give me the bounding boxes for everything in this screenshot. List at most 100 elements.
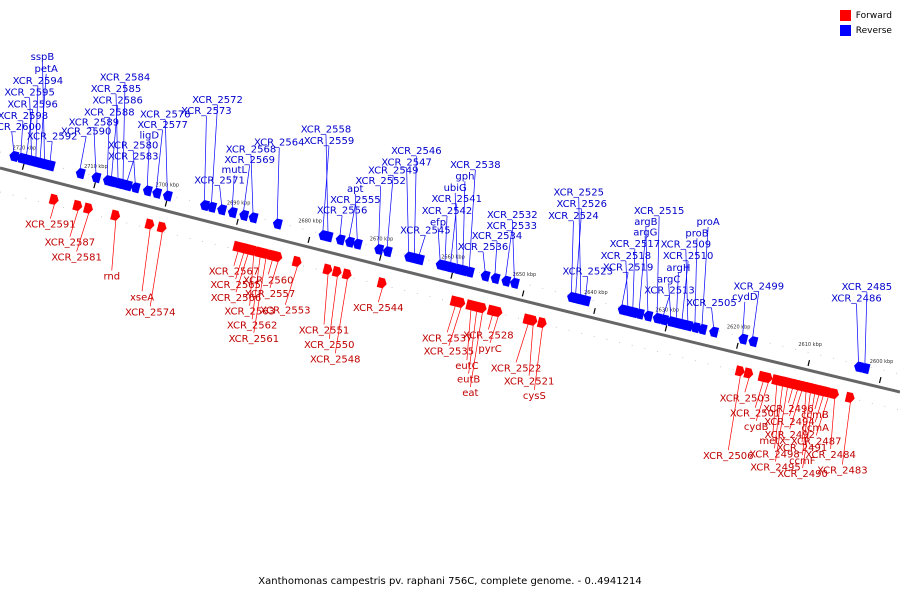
- reverse-gene-label[interactable]: XCR_2580: [108, 140, 159, 151]
- forward-gene-label[interactable]: XCR_2561: [229, 334, 280, 345]
- reverse-gene-arrow[interactable]: [697, 323, 708, 335]
- reverse-gene-arrow[interactable]: [860, 363, 871, 375]
- forward-gene-label[interactable]: eat: [462, 388, 478, 399]
- reverse-gene-arrow[interactable]: [709, 326, 720, 338]
- reverse-gene-label[interactable]: XCR_2518: [601, 251, 652, 262]
- reverse-gene-label[interactable]: argB: [634, 217, 657, 228]
- forward-gene-arrow[interactable]: [734, 365, 745, 377]
- forward-gene-arrow[interactable]: [341, 268, 352, 280]
- forward-gene-arrow[interactable]: [83, 202, 93, 214]
- reverse-gene-arrow[interactable]: [200, 199, 211, 212]
- forward-gene-label[interactable]: XCR_2503: [720, 393, 771, 404]
- forward-gene-label[interactable]: XCR_2565: [210, 280, 261, 291]
- reverse-gene-arrow[interactable]: [345, 236, 355, 248]
- reverse-gene-arrow[interactable]: [45, 160, 56, 172]
- reverse-gene-label[interactable]: XCR_2536: [458, 242, 509, 253]
- reverse-gene-label[interactable]: XCR_2588: [84, 107, 135, 118]
- reverse-gene-label[interactable]: argH: [666, 263, 690, 274]
- forward-gene-label[interactable]: XCR_2548: [310, 354, 361, 365]
- reverse-gene-arrow[interactable]: [634, 308, 645, 320]
- reverse-gene-label[interactable]: petA: [35, 64, 58, 75]
- forward-gene-label[interactable]: XCR_2557: [245, 289, 296, 300]
- forward-gene-label[interactable]: XCR_2501: [730, 409, 781, 420]
- reverse-gene-label[interactable]: XCR_2524: [548, 211, 599, 222]
- reverse-gene-label[interactable]: XCR_2532: [487, 210, 538, 221]
- reverse-gene-label[interactable]: XCR_2576: [140, 110, 191, 121]
- forward-gene-label[interactable]: XCR_2483: [817, 466, 868, 477]
- reverse-gene-arrow[interactable]: [335, 234, 346, 246]
- reverse-gene-arrow[interactable]: [501, 275, 512, 287]
- forward-gene-label[interactable]: rnd: [103, 271, 120, 282]
- reverse-gene-label[interactable]: XCR_2517: [610, 239, 661, 250]
- forward-gene-label[interactable]: XCR_2553: [260, 306, 311, 317]
- reverse-gene-label[interactable]: argC: [657, 274, 680, 285]
- reverse-gene-label[interactable]: XCR_2515: [634, 206, 685, 217]
- forward-gene-label[interactable]: XCR_2496: [763, 404, 814, 415]
- forward-gene-label[interactable]: xseA: [130, 292, 154, 303]
- reverse-gene-arrow[interactable]: [142, 185, 153, 197]
- reverse-gene-label[interactable]: XCR_2485: [842, 282, 893, 293]
- reverse-gene-label[interactable]: mutL: [221, 165, 247, 176]
- reverse-gene-arrow[interactable]: [738, 333, 749, 345]
- reverse-gene-arrow[interactable]: [272, 218, 283, 230]
- reverse-gene-label[interactable]: XCR_2598: [0, 111, 48, 122]
- forward-gene-label[interactable]: eutC: [455, 361, 478, 372]
- reverse-gene-arrow[interactable]: [659, 314, 670, 326]
- reverse-gene-label[interactable]: XCR_2541: [432, 194, 483, 205]
- forward-gene-label[interactable]: XCR_2562: [227, 320, 278, 331]
- reverse-gene-label[interactable]: XCR_2534: [472, 231, 523, 242]
- reverse-gene-label[interactable]: XCR_2533: [486, 221, 537, 232]
- forward-gene-label[interactable]: cysS: [523, 391, 546, 402]
- reverse-gene-arrow[interactable]: [374, 243, 385, 256]
- reverse-gene-label[interactable]: XCR_2568: [226, 145, 277, 156]
- forward-gene-arrow[interactable]: [476, 302, 487, 314]
- reverse-gene-arrow[interactable]: [152, 187, 163, 199]
- reverse-gene-label[interactable]: XCR_2523: [562, 267, 613, 278]
- reverse-gene-label[interactable]: XCR_2559: [304, 136, 355, 147]
- reverse-gene-label[interactable]: XCR_2592: [27, 132, 78, 143]
- forward-gene-arrow[interactable]: [844, 391, 855, 403]
- forward-gene-label[interactable]: XCR_2484: [805, 450, 856, 461]
- reverse-gene-label[interactable]: XCR_2499: [734, 281, 785, 292]
- forward-gene-label[interactable]: XCR_2521: [504, 377, 555, 388]
- reverse-gene-label[interactable]: XCR_2590: [61, 126, 112, 137]
- reverse-gene-label[interactable]: XCR_2546: [391, 146, 442, 157]
- reverse-gene-arrow[interactable]: [248, 212, 259, 224]
- forward-gene-arrow[interactable]: [72, 199, 83, 211]
- reverse-gene-arrow[interactable]: [207, 201, 218, 213]
- forward-gene-arrow[interactable]: [322, 263, 333, 275]
- reverse-gene-arrow[interactable]: [75, 168, 86, 180]
- reverse-gene-arrow[interactable]: [227, 207, 238, 219]
- reverse-gene-label[interactable]: XCR_2569: [224, 155, 275, 166]
- forward-gene-label[interactable]: eutB: [457, 375, 480, 386]
- reverse-gene-label[interactable]: XCR_2547: [381, 158, 432, 169]
- reverse-gene-arrow[interactable]: [690, 322, 701, 334]
- reverse-gene-label[interactable]: XCR_2595: [4, 88, 55, 99]
- forward-gene-label[interactable]: metX: [759, 436, 786, 447]
- forward-gene-arrow[interactable]: [48, 193, 59, 205]
- reverse-gene-label[interactable]: XCR_2585: [91, 84, 142, 95]
- reverse-gene-arrow[interactable]: [9, 150, 20, 163]
- reverse-gene-label[interactable]: XCR_2564: [254, 138, 305, 149]
- reverse-gene-label[interactable]: XCR_2505: [686, 298, 737, 309]
- reverse-gene-label[interactable]: ubiG: [444, 183, 467, 194]
- forward-gene-label[interactable]: XCR_2560: [243, 275, 294, 286]
- forward-gene-arrow[interactable]: [743, 367, 754, 379]
- forward-gene-arrow[interactable]: [376, 277, 387, 289]
- reverse-gene-label[interactable]: XCR_2558: [301, 124, 352, 135]
- forward-gene-arrow[interactable]: [536, 316, 547, 329]
- forward-gene-label[interactable]: XCR_2494: [764, 417, 815, 428]
- reverse-gene-label[interactable]: argG: [633, 228, 657, 239]
- reverse-gene-arrow[interactable]: [91, 172, 102, 184]
- reverse-gene-label[interactable]: XCR_2552: [355, 176, 406, 187]
- reverse-gene-label[interactable]: XCR_2589: [69, 117, 120, 128]
- forward-gene-arrow[interactable]: [156, 221, 167, 233]
- forward-gene-arrow[interactable]: [455, 296, 466, 308]
- reverse-gene-label[interactable]: ligD: [139, 131, 159, 142]
- reverse-gene-arrow[interactable]: [162, 190, 173, 202]
- forward-gene-arrow[interactable]: [762, 372, 773, 384]
- reverse-gene-label[interactable]: sspB: [31, 52, 55, 63]
- reverse-gene-label[interactable]: XCR_2513: [644, 286, 695, 297]
- forward-gene-label[interactable]: pyrC: [478, 344, 501, 355]
- reverse-gene-label[interactable]: XCR_2542: [422, 206, 473, 217]
